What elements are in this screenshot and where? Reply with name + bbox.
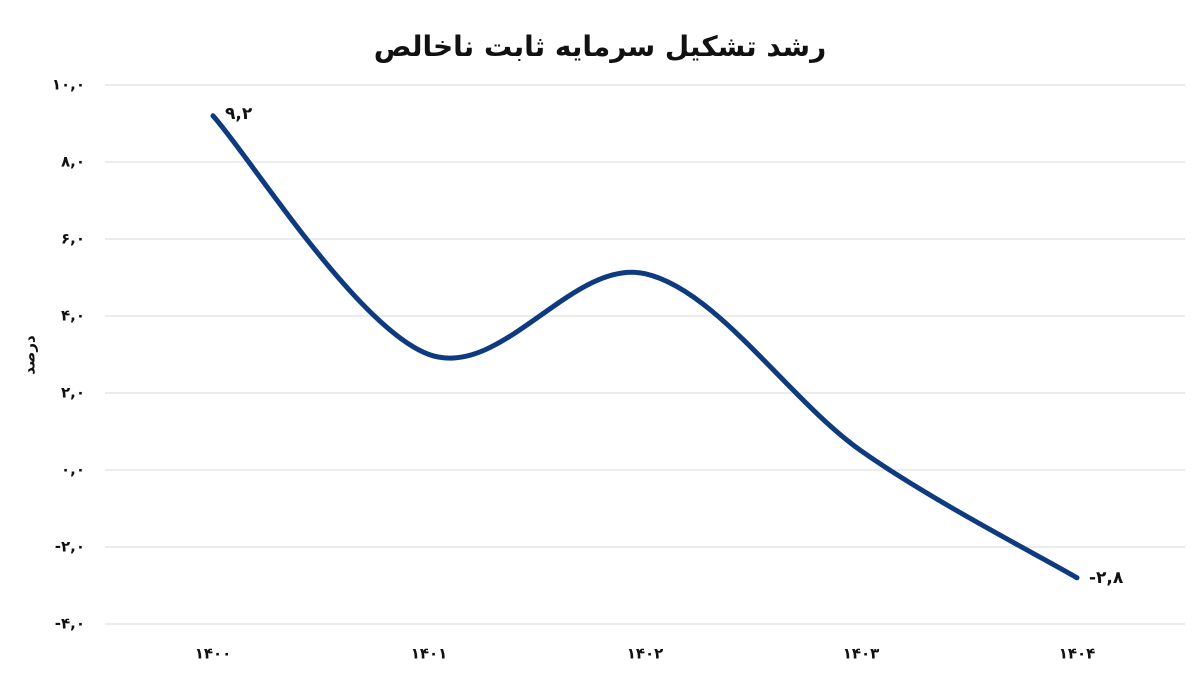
y-tick-label: ۰,۰ [61,461,85,479]
y-tick-label: ۱۰,۰ [52,76,85,94]
y-tick-label: ۴,۰ [61,307,85,325]
x-tick-label: ۱۴۰۰ [195,645,232,663]
data-label: ۹,۲ [225,104,253,124]
data-label: -۲,۸ [1089,568,1124,588]
y-tick-label: ۸,۰ [61,153,85,171]
x-tick-label: ۱۴۰۳ [843,645,880,663]
chart-title: رشد تشکیل سرمایه ثابت ناخالص [374,30,826,63]
x-tick-label: ۱۴۰۲ [627,645,664,663]
x-tick-label: ۱۴۰۴ [1059,645,1096,663]
y-tick-label: -۲,۰ [55,538,85,556]
y-tick-label: ۲,۰ [61,384,85,402]
x-tick-label: ۱۴۰۱ [411,645,448,663]
y-axis-label: درصد [21,335,39,375]
y-tick-label: -۴,۰ [55,615,85,633]
line [210,113,1080,581]
y-tick-label: ۶,۰ [61,230,85,248]
